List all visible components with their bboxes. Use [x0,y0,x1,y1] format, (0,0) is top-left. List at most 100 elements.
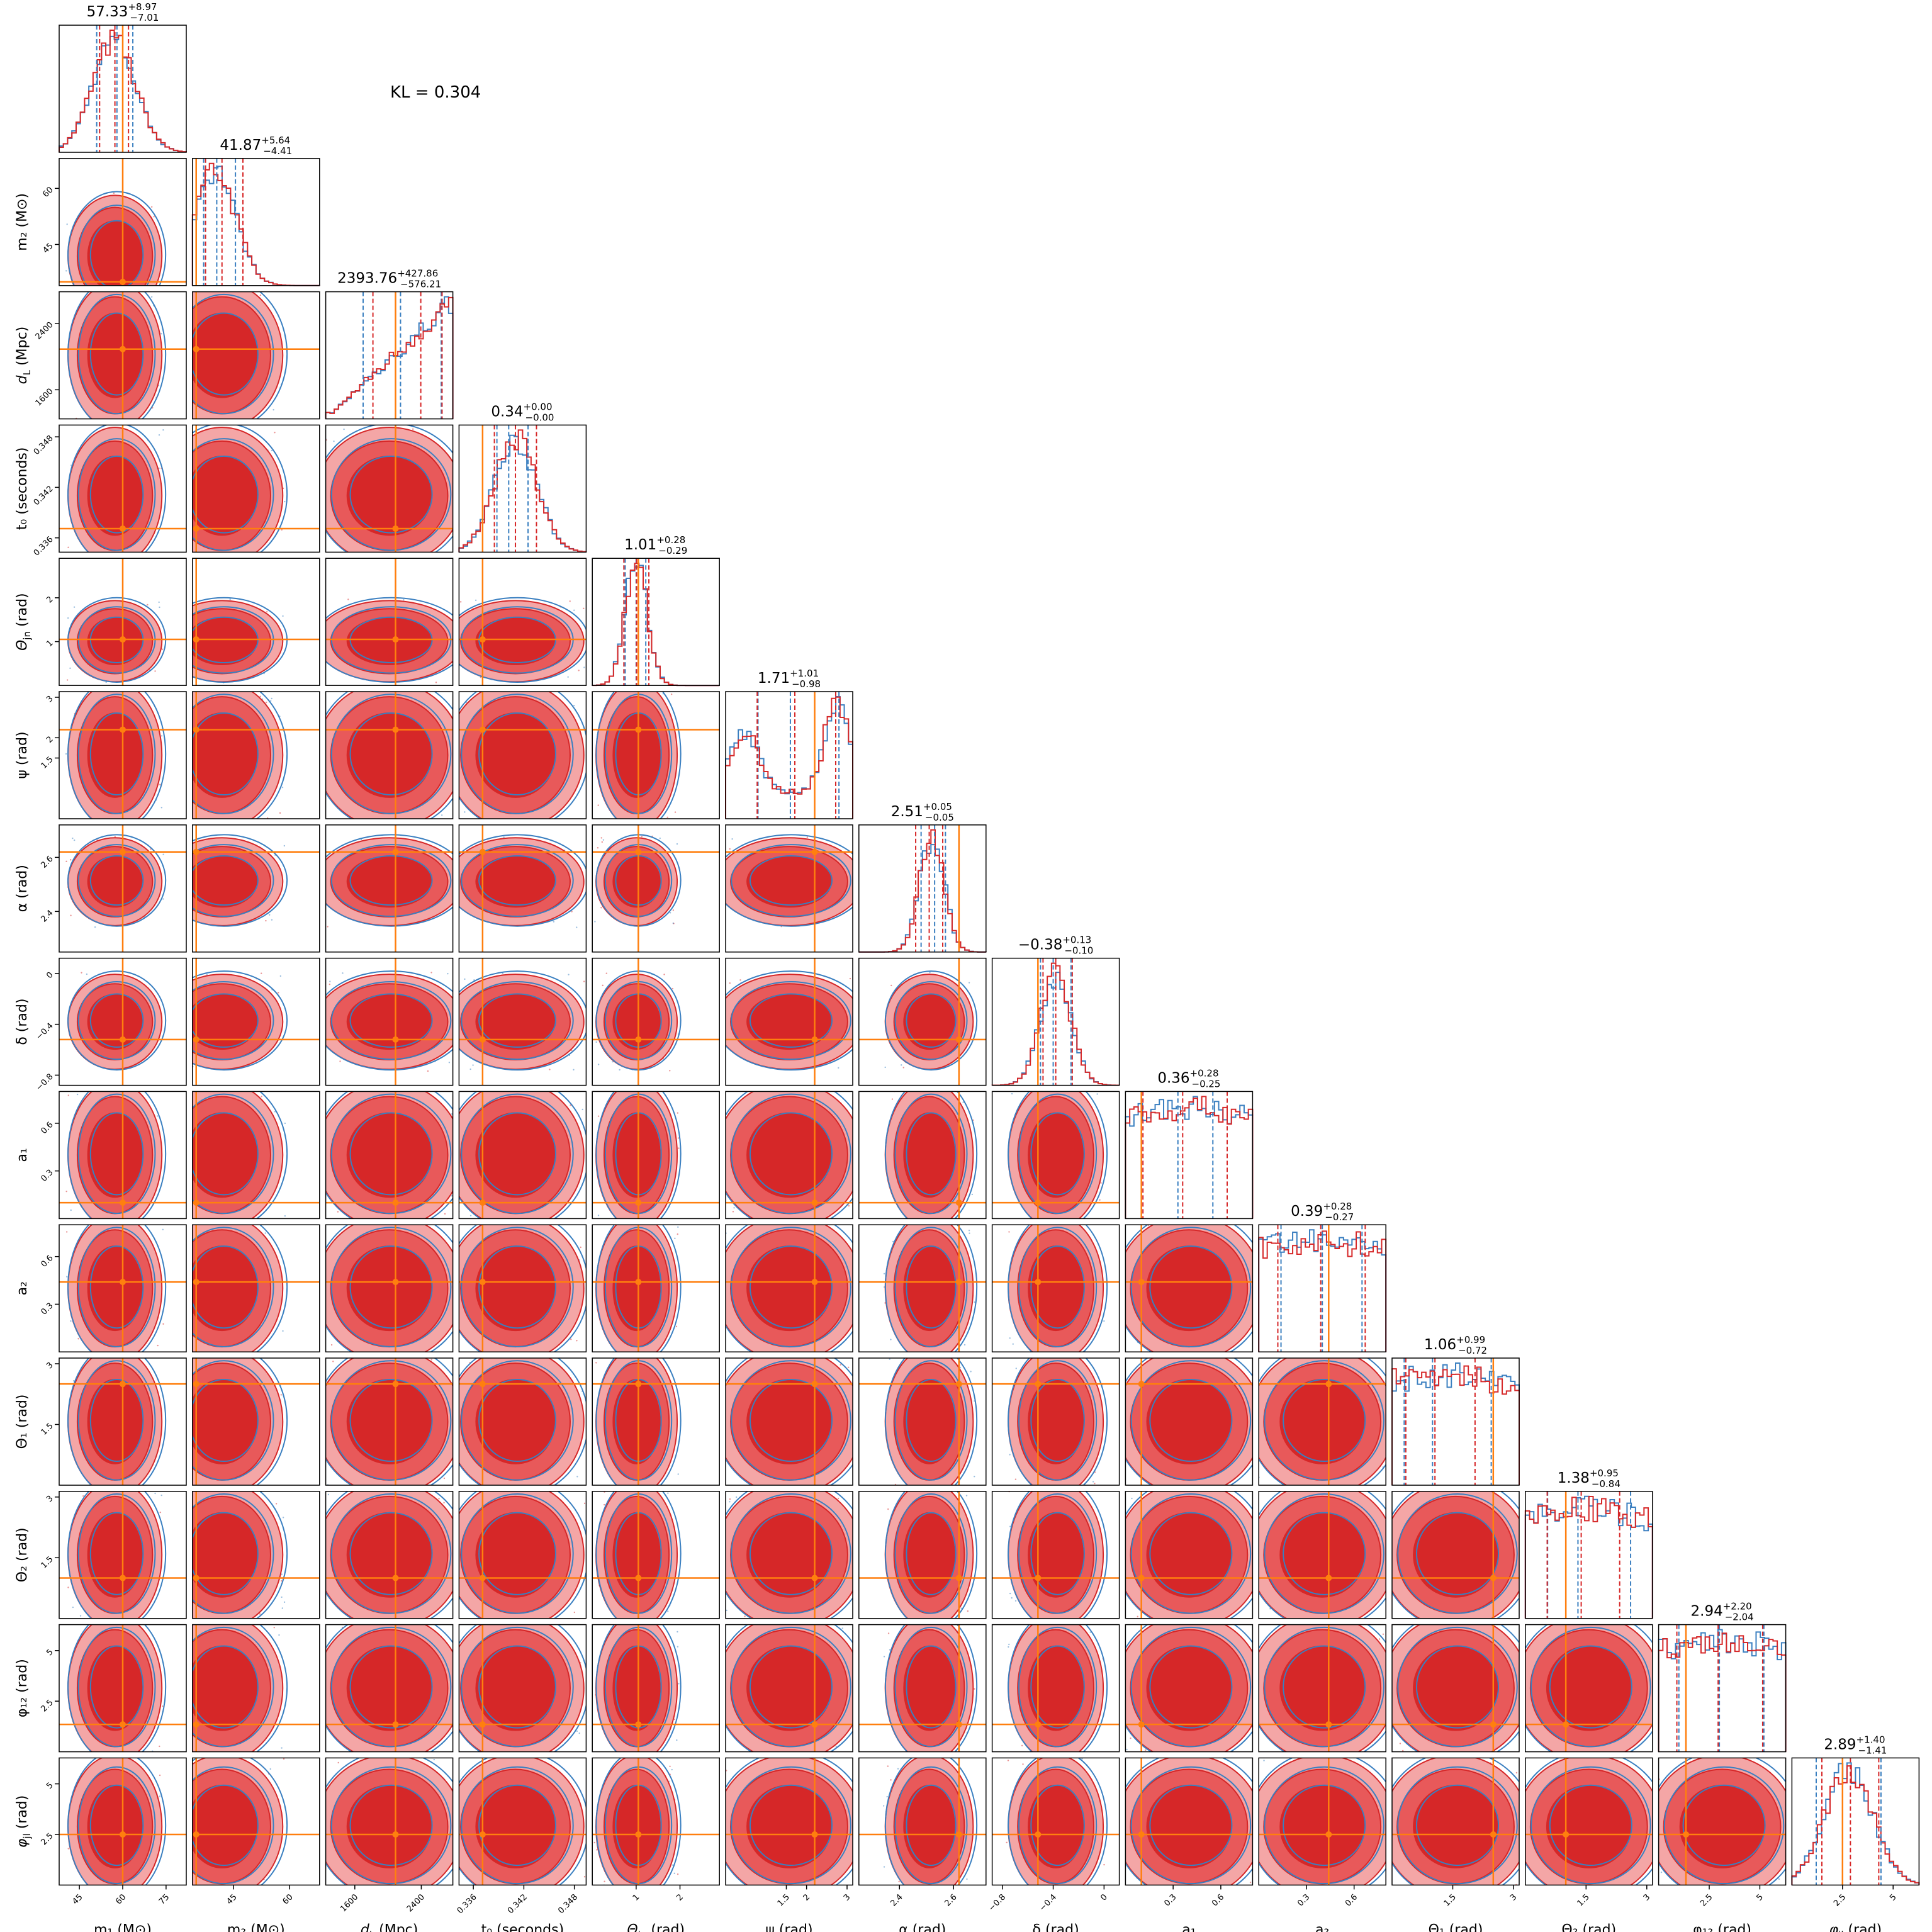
truth-marker [635,1279,642,1286]
contour-b-2 [349,712,433,796]
sample-point [266,610,268,613]
sample-point [275,1503,278,1505]
y-axis-label-delta-text: δ (rad) [14,999,30,1045]
panel-frame [59,1224,187,1352]
contour-b-2 [89,1378,144,1463]
sample-point [271,697,272,700]
truth-marker [120,1381,126,1388]
sample-point [882,1805,885,1807]
x-axis-label-delta-text: δ (rad) [1033,1922,1079,1932]
panel-t0-t0: 0.34+0.00 −0.00 [458,401,587,553]
panel-frame [1391,1624,1520,1753]
sample-point [448,1062,451,1064]
sample-point [597,847,599,849]
sample-point [1399,1743,1401,1744]
sample-point [274,432,276,434]
sample-point [154,1492,156,1495]
panel-frame [59,291,187,420]
contour-b-0 [1008,1491,1108,1619]
contour-b-1 [731,844,851,918]
sample-point [70,1320,72,1322]
contour-b-0 [1008,1624,1108,1752]
truth-marker [120,525,126,532]
contour-b-0 [67,1491,167,1619]
sample-point [678,1683,680,1685]
sample-point [583,1502,586,1505]
sample-point [1145,1749,1147,1751]
sample-point [162,429,164,431]
sample-point [1103,1863,1105,1866]
truth-marker [479,636,486,643]
sample-point [158,601,160,604]
y-axis-label-delta: δ (rad) [14,999,30,1045]
contours [1525,1624,1653,1752]
sample-point [676,1739,678,1741]
sample-point [1103,1320,1105,1322]
panel-frame [192,1224,320,1352]
sample-point [443,1502,445,1504]
truth-marker [811,1831,818,1838]
contour-b-1 [894,1227,968,1347]
contour-b-0 [595,692,682,819]
sample-point [1100,1182,1102,1184]
contour-b-1 [330,1626,452,1748]
panel-frame [59,1491,187,1619]
panel-frame [325,1491,454,1619]
contour-b-2 [1149,1645,1233,1729]
panel-frame [192,1757,320,1886]
contour-b-1 [192,1493,274,1614]
contour-b-2 [89,1245,144,1329]
contours [325,824,453,952]
panel-frame [1125,1624,1254,1753]
contour-b-1 [77,980,156,1060]
contour-b-0 [67,692,167,819]
y-axis-label-phi12: φ₁₂ (rad) [14,1659,30,1717]
contour-b-0 [884,970,978,1071]
sample-point [1382,1633,1384,1635]
sample-point [1011,1092,1013,1095]
contours [1259,1624,1386,1752]
marginal-title-alpha: 2.51+0.05 −0.05 [891,801,954,823]
panel-frame [725,957,853,1086]
sample-point [840,1364,841,1366]
panel-frame [458,1624,587,1753]
sample-point [72,1606,74,1609]
truth-marker [193,1381,199,1388]
sample-point [271,919,273,921]
sample-point [342,972,344,974]
sample-point [890,1339,892,1340]
marginal-title-t0: 0.34+0.00 −0.00 [491,401,554,423]
panel-dL-theta1 [325,1357,454,1486]
contour-b-1 [731,1227,851,1347]
sample-point [883,1866,885,1868]
truth-marker [120,636,126,643]
panel-alpha-theta1 [858,1357,987,1486]
panel-frame [1658,1624,1787,1753]
panel-delta-theta2 [991,1491,1120,1619]
sample-point [969,1232,970,1234]
sample-point [282,1517,284,1519]
panel-m2-theta2 [192,1491,320,1619]
sample-point [66,1276,68,1278]
sample-point [601,841,603,843]
panel-frame [1391,1491,1520,1619]
contours [325,1358,453,1485]
contour-b-0 [459,834,587,927]
truth-marker [635,1199,642,1206]
sample-point [67,1848,69,1850]
sample-point [66,223,68,225]
sample-point [1096,1093,1098,1095]
sample-point [897,1768,899,1770]
contour-b-1 [192,293,274,415]
contours [59,558,186,686]
hist-a-a1 [1125,1096,1254,1219]
panel-m1-a2: 0.30.6a₂ [14,1224,187,1352]
sample-point [464,811,466,813]
sample-point [77,1338,79,1340]
sample-point [332,1361,334,1362]
contours [59,692,186,819]
sample-point [281,1596,283,1598]
contour-b-0 [884,1091,978,1219]
sample-point [677,1233,678,1235]
